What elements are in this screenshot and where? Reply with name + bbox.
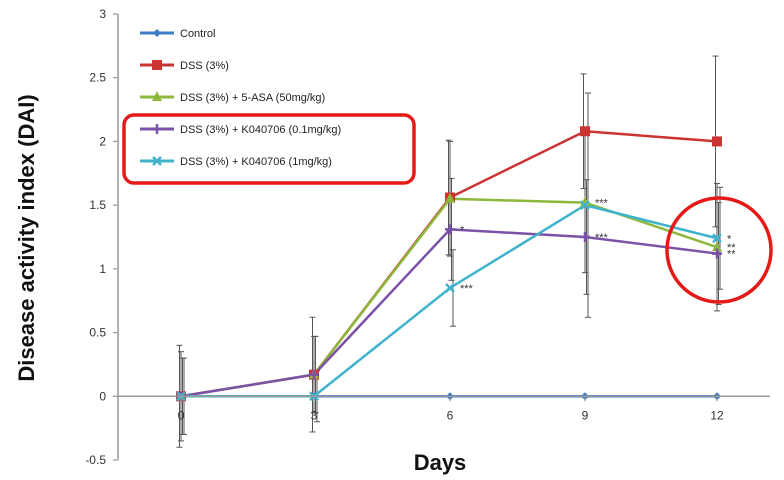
significance-label: ***: [595, 198, 609, 210]
y-axis-ticks: -0.5 0 0.5 1 1.5 2 2.5 3: [85, 7, 118, 467]
data-point: [580, 232, 590, 242]
x-tick-label: 6: [447, 408, 454, 422]
y-tick-label: 2.5: [89, 71, 106, 85]
significance-labels: ***************: [460, 198, 736, 295]
legend-label: DSS (3%): [180, 60, 229, 72]
data-point: [152, 60, 162, 70]
y-tick-label: 1.5: [89, 198, 106, 212]
significance-label: **: [727, 242, 736, 254]
y-tick-label: 1: [99, 262, 106, 276]
data-point: [712, 136, 722, 147]
data-point: [152, 124, 162, 134]
x-tick-label: 3: [311, 408, 318, 422]
y-tick-label: 0: [99, 389, 106, 403]
data-point: [152, 156, 162, 166]
data-point: [152, 91, 162, 101]
y-tick-label: 2: [99, 134, 106, 148]
significance-label: ***: [595, 232, 609, 244]
legend-label: DSS (3%) + 5-ASA (50mg/kg): [180, 92, 325, 104]
significance-label: ***: [460, 283, 474, 295]
x-tick-label: 12: [710, 408, 724, 422]
data-point: [580, 126, 590, 137]
data-point: [445, 224, 455, 235]
x-tick-label: 0: [178, 408, 185, 422]
x-axis-title: Days: [414, 450, 467, 475]
data-point: [445, 283, 455, 293]
data-point: [712, 241, 722, 252]
data-point: [712, 233, 722, 244]
legend-label: Control: [180, 28, 215, 40]
significance-label: **: [727, 249, 736, 261]
legend-label: DSS (3%) + K040706 (0.1mg/kg): [180, 124, 341, 136]
legend: Control DSS (3%) DSS (3%) + 5-ASA (50mg/kg…: [140, 28, 341, 168]
legend-label: DSS (3%) + K040706 (1mg/kg): [180, 156, 332, 168]
significance-label: *: [460, 224, 465, 236]
x-axis-ticks: 0 3 6 9 12: [178, 396, 724, 422]
day12-highlight-circle: [665, 196, 773, 304]
data-point: [712, 248, 722, 259]
data-point: [445, 192, 455, 203]
legend-highlight-box: [122, 113, 416, 185]
data-point: [309, 369, 319, 380]
data-point: [580, 200, 590, 211]
x-tick-label: 9: [582, 408, 589, 422]
significance-label: *: [727, 233, 732, 245]
data-point: [153, 29, 161, 37]
y-tick-label: 0.5: [89, 326, 106, 340]
y-axis-title: Disease activity index (DAI): [14, 94, 39, 381]
y-tick-label: 3: [99, 7, 106, 21]
axes: [117, 14, 770, 460]
y-tick-label: -0.5: [85, 453, 106, 467]
